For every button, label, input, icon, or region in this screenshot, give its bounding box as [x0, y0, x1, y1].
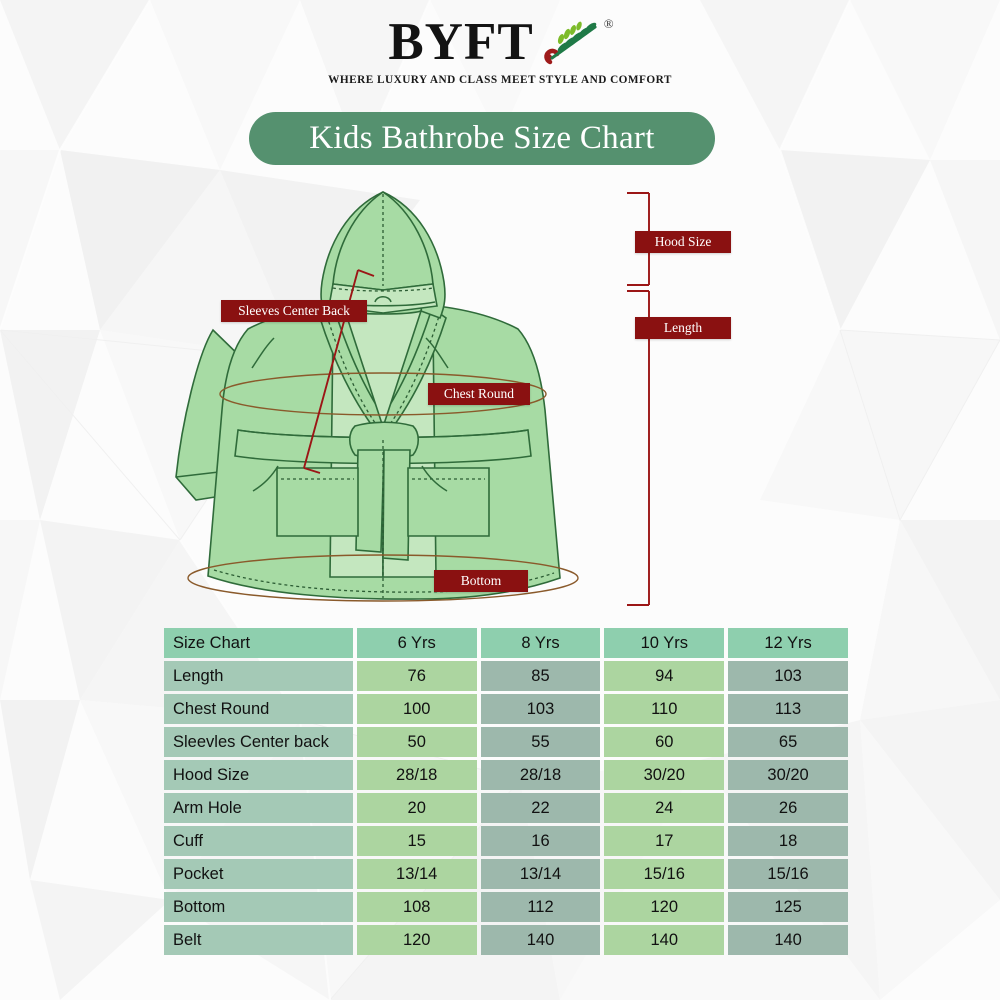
table-row: Cuff 15 16 17 18	[164, 826, 848, 856]
cell-chest-round-12yrs: 113	[728, 694, 848, 724]
cell-chest-round-8yrs: 103	[480, 694, 601, 724]
row-label-arm-hole: Arm Hole	[164, 793, 353, 823]
table-row: Belt 120 140 140 140	[164, 925, 848, 955]
cell-chest-round-6yrs: 100	[356, 694, 477, 724]
row-label-pocket: Pocket	[164, 859, 353, 889]
table-row: Chest Round 100 103 110 113	[164, 694, 848, 724]
cell-length-10yrs: 94	[604, 661, 725, 691]
table-row: Length 76 85 94 103	[164, 661, 848, 691]
table-row: Sleevles Center back 50 55 60 65	[164, 727, 848, 757]
cell-chest-round-10yrs: 110	[604, 694, 725, 724]
page-title: Kids Bathrobe Size Chart	[309, 120, 655, 156]
cell-pocket-10yrs: 15/16	[604, 859, 725, 889]
cell-hood-size-6yrs: 28/18	[356, 760, 477, 790]
brand-wordmark: BYFT	[388, 12, 534, 71]
cell-sleevles-center-back-8yrs: 55	[480, 727, 601, 757]
column-header-8yrs: 8 Yrs	[480, 628, 601, 658]
brand-header: BYFT	[0, 14, 1000, 86]
table-corner-label: Size Chart	[164, 628, 353, 658]
cell-pocket-8yrs: 13/14	[480, 859, 601, 889]
callout-length: Length	[635, 317, 731, 339]
cell-belt-6yrs: 120	[356, 925, 477, 955]
row-label-belt: Belt	[164, 925, 353, 955]
cell-pocket-12yrs: 15/16	[728, 859, 848, 889]
cell-belt-12yrs: 140	[728, 925, 848, 955]
cell-hood-size-8yrs: 28/18	[480, 760, 601, 790]
table-row: Hood Size 28/18 28/18 30/20 30/20	[164, 760, 848, 790]
cell-bottom-10yrs: 120	[604, 892, 725, 922]
cell-length-8yrs: 85	[480, 661, 601, 691]
size-chart-table: Size Chart 6 Yrs 8 Yrs 10 Yrs 12 Yrs Len…	[160, 625, 852, 958]
row-label-length: Length	[164, 661, 353, 691]
brand-lockup: BYFT	[388, 12, 614, 71]
cell-sleevles-center-back-12yrs: 65	[728, 727, 848, 757]
cell-length-6yrs: 76	[356, 661, 477, 691]
leaf-branch-icon: ®	[538, 14, 614, 70]
cell-hood-size-12yrs: 30/20	[728, 760, 848, 790]
row-label-bottom: Bottom	[164, 892, 353, 922]
cell-cuff-8yrs: 16	[480, 826, 601, 856]
cell-arm-hole-12yrs: 26	[728, 793, 848, 823]
table-row: Arm Hole 20 22 24 26	[164, 793, 848, 823]
cell-bottom-8yrs: 112	[480, 892, 601, 922]
table-header-row: Size Chart 6 Yrs 8 Yrs 10 Yrs 12 Yrs	[164, 628, 848, 658]
brand-tagline: WHERE LUXURY AND CLASS MEET STYLE AND CO…	[328, 74, 672, 86]
cell-sleevles-center-back-10yrs: 60	[604, 727, 725, 757]
row-label-cuff: Cuff	[164, 826, 353, 856]
page-title-banner: Kids Bathrobe Size Chart	[249, 112, 715, 165]
column-header-12yrs: 12 Yrs	[728, 628, 848, 658]
cell-belt-10yrs: 140	[604, 925, 725, 955]
table-row: Pocket 13/14 13/14 15/16 15/16	[164, 859, 848, 889]
cell-cuff-6yrs: 15	[356, 826, 477, 856]
cell-pocket-6yrs: 13/14	[356, 859, 477, 889]
cell-hood-size-10yrs: 30/20	[604, 760, 725, 790]
row-label-sleevles-center-back: Sleevles Center back	[164, 727, 353, 757]
callout-bottom: Bottom	[434, 570, 528, 592]
cell-belt-8yrs: 140	[480, 925, 601, 955]
cell-arm-hole-10yrs: 24	[604, 793, 725, 823]
cell-cuff-10yrs: 17	[604, 826, 725, 856]
cell-arm-hole-6yrs: 20	[356, 793, 477, 823]
cell-sleevles-center-back-6yrs: 50	[356, 727, 477, 757]
registered-trademark-icon: ®	[603, 16, 614, 31]
column-header-10yrs: 10 Yrs	[604, 628, 725, 658]
cell-bottom-6yrs: 108	[356, 892, 477, 922]
row-label-chest-round: Chest Round	[164, 694, 353, 724]
cell-arm-hole-8yrs: 22	[480, 793, 601, 823]
column-header-6yrs: 6 Yrs	[356, 628, 477, 658]
callout-sleeves-center-back: Sleeves Center Back	[221, 300, 367, 322]
cell-cuff-12yrs: 18	[728, 826, 848, 856]
cell-length-12yrs: 103	[728, 661, 848, 691]
table-row: Bottom 108 112 120 125	[164, 892, 848, 922]
cell-bottom-12yrs: 125	[728, 892, 848, 922]
callout-chest-round: Chest Round	[428, 383, 530, 405]
row-label-hood-size: Hood Size	[164, 760, 353, 790]
callout-hood-size: Hood Size	[635, 231, 731, 253]
